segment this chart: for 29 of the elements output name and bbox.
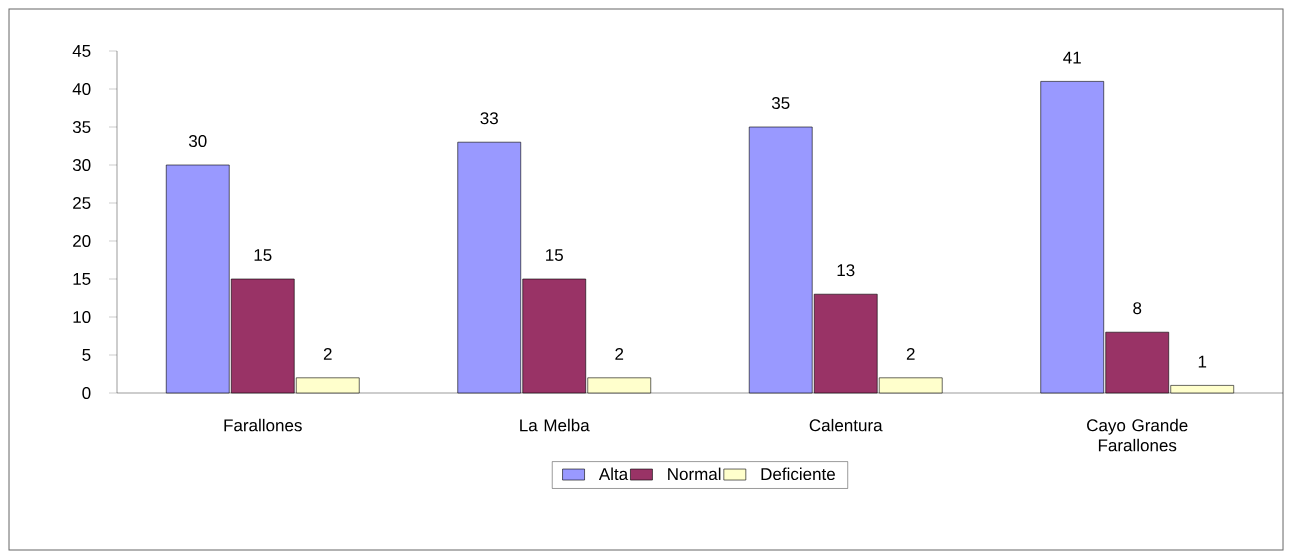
x-tick-label: Calentura	[809, 418, 883, 432]
y-tick-label: 40	[72, 82, 91, 96]
data-label: 8	[1133, 302, 1142, 315]
y-tick-label: 10	[73, 310, 91, 324]
x-tick-label: Farallones	[224, 418, 302, 432]
legend-label: Alta	[598, 467, 629, 481]
data-label: 30	[188, 135, 207, 148]
legend-label: Deficiente	[761, 467, 835, 481]
data-label: 2	[323, 347, 332, 360]
y-tick-label: 45	[72, 45, 91, 57]
data-label: 35	[771, 97, 790, 110]
legend-label: Normal	[668, 467, 721, 481]
y-tick-label: 30	[72, 158, 91, 172]
data-label: 2	[906, 347, 915, 360]
y-tick-label: 15	[73, 273, 91, 285]
x-tick-label: La Melba	[520, 418, 590, 432]
y-tick-label: 25	[73, 196, 91, 210]
data-label: 2	[615, 347, 624, 360]
data-label: 15	[546, 249, 563, 262]
data-label: 41	[1063, 51, 1081, 64]
y-tick-label: 20	[73, 234, 91, 248]
y-tick-label: 0	[82, 386, 91, 400]
x-tick-label: Cayo Grande Farallones	[1087, 418, 1188, 452]
y-tick-label: 35	[72, 120, 91, 134]
data-label: 1	[1198, 355, 1207, 368]
data-label: 13	[837, 264, 855, 277]
y-tick-label: 5	[82, 349, 91, 361]
data-label: 15	[254, 249, 272, 262]
data-label: 33	[480, 112, 498, 125]
